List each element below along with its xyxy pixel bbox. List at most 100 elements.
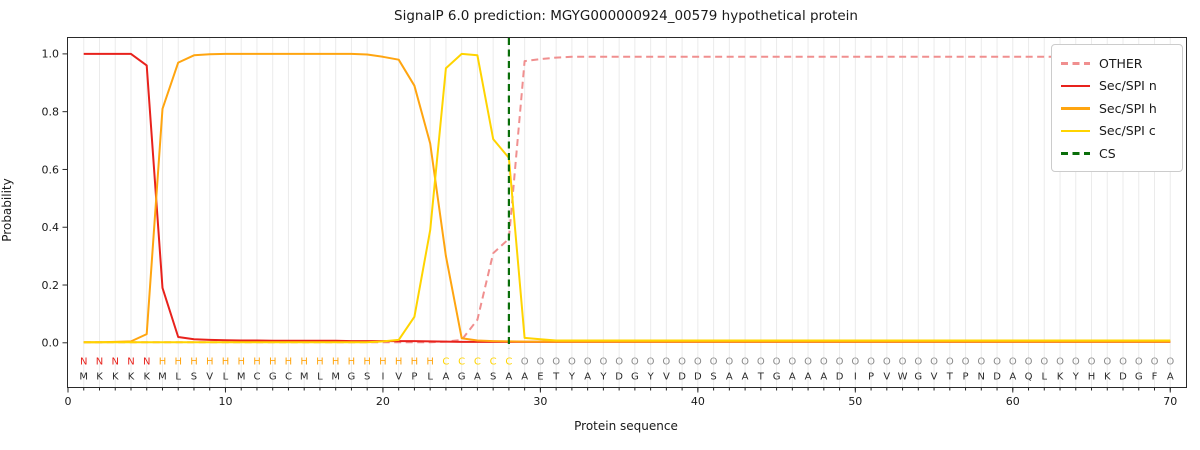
- region-label-letter: O: [1072, 356, 1080, 367]
- sequence-letter: A: [742, 372, 749, 383]
- sequence-letter: K: [143, 372, 150, 383]
- other-line-sample: [1061, 62, 1090, 65]
- region-label-letter: O: [1151, 356, 1159, 367]
- sequence-letter: A: [505, 372, 512, 383]
- sequence-letter: M: [237, 372, 246, 383]
- sequence-letter: K: [1057, 372, 1064, 383]
- sec-spi-n-line-sample: [1061, 84, 1090, 87]
- sequence-letter: K: [1104, 372, 1111, 383]
- sequence-letter: Y: [599, 372, 607, 383]
- region-label-letter: H: [300, 356, 308, 367]
- region-label-letter: O: [521, 356, 529, 367]
- region-label-letter: O: [710, 356, 718, 367]
- region-label-letter: H: [174, 356, 182, 367]
- legend-item-sec-spi-n: Sec/SPI n: [1061, 75, 1173, 98]
- region-label-letter: O: [631, 356, 639, 367]
- x-tick-label: 70: [1163, 395, 1177, 408]
- region-label-letter: O: [647, 356, 655, 367]
- sequence-letter: A: [584, 372, 591, 383]
- region-label-letter: O: [993, 356, 1001, 367]
- region-label-letter: H: [332, 356, 340, 367]
- sequence-letter: W: [898, 372, 908, 383]
- sequence-letter: V: [663, 372, 670, 383]
- region-label-letter: O: [552, 356, 560, 367]
- sequence-letter: A: [820, 372, 827, 383]
- sequence-letter: F: [1152, 372, 1158, 383]
- sequence-letter: L: [175, 372, 181, 383]
- sequence-letter: E: [537, 372, 543, 383]
- legend-label: Sec/SPI h: [1099, 100, 1157, 116]
- region-label-letter: H: [363, 356, 371, 367]
- region-label-letter: O: [788, 356, 796, 367]
- sequence-letter: M: [79, 372, 88, 383]
- sequence-letter: V: [931, 372, 938, 383]
- sequence-letter: D: [836, 372, 844, 383]
- region-label-letter: O: [1025, 356, 1033, 367]
- region-label-letter: H: [269, 356, 277, 367]
- sequence-letter: C: [253, 372, 260, 383]
- region-label-letter: O: [867, 356, 875, 367]
- sequence-letter: D: [694, 372, 702, 383]
- sequence-letter: S: [191, 372, 197, 383]
- x-tick-label: 50: [848, 395, 862, 408]
- sequence-letter: T: [552, 372, 560, 383]
- sequence-letter: A: [726, 372, 733, 383]
- sequence-letter: K: [112, 372, 119, 383]
- sequence-letter: A: [474, 372, 481, 383]
- sequence-letter: G: [773, 372, 781, 383]
- x-tick-label: 40: [691, 395, 705, 408]
- sequence-letter: K: [128, 372, 135, 383]
- region-label-letter: O: [1056, 356, 1064, 367]
- region-label-letter: H: [379, 356, 387, 367]
- sequence-letter: A: [442, 372, 449, 383]
- legend-label: CS: [1099, 145, 1116, 161]
- legend-label: Sec/SPI n: [1099, 78, 1157, 94]
- sequence-letter: D: [615, 372, 623, 383]
- chart-title: SignalP 6.0 prediction: MGYG000000924_00…: [394, 8, 858, 24]
- sequence-letter: P: [868, 372, 874, 383]
- region-label-letter: O: [946, 356, 954, 367]
- cs-line-sample: [1061, 152, 1090, 155]
- region-label-letter: O: [930, 356, 938, 367]
- region-label-letter: H: [348, 356, 356, 367]
- region-label-letter: O: [1040, 356, 1048, 367]
- y-tick-label: 0.4: [42, 221, 60, 234]
- region-label-letter: C: [505, 356, 512, 367]
- sequence-letter: A: [1167, 372, 1174, 383]
- y-tick-label: 1.0: [42, 48, 60, 61]
- region-label-letter: O: [725, 356, 733, 367]
- region-label-letter: N: [127, 356, 134, 367]
- region-label-letter: O: [584, 356, 592, 367]
- sequence-letter: V: [883, 372, 890, 383]
- sequence-letter: G: [1135, 372, 1143, 383]
- region-label-letter: O: [694, 356, 702, 367]
- region-label-letter: O: [1088, 356, 1096, 367]
- y-tick-label: 0.0: [42, 337, 60, 350]
- sequence-letter: A: [521, 372, 528, 383]
- sequence-letter: T: [757, 372, 765, 383]
- region-label-letter: N: [80, 356, 87, 367]
- sequence-letter: K: [96, 372, 103, 383]
- sequence-letter: D: [678, 372, 686, 383]
- sequence-letter: G: [914, 372, 922, 383]
- series-other: [83, 55, 1171, 344]
- sequence-letter: V: [206, 372, 213, 383]
- region-label-letter: O: [883, 356, 891, 367]
- region-label-letter: H: [237, 356, 245, 367]
- region-label-letter: O: [1166, 356, 1174, 367]
- region-label-letter: C: [474, 356, 481, 367]
- sequence-letter: L: [1041, 372, 1047, 383]
- legend-label: OTHER: [1099, 55, 1143, 71]
- plot-area: 0 10 20 30 40 50 60 70 0.0 0.2 0.4 0.6 0.8 1.0 N N N N N H H…: [42, 37, 1187, 408]
- sequence-letter: Y: [647, 372, 655, 383]
- y-tick-label: 0.2: [42, 279, 60, 292]
- region-label-letter: O: [662, 356, 670, 367]
- region-label-letter: O: [804, 356, 812, 367]
- sequence-letter: D: [1119, 372, 1127, 383]
- x-axis-label: Protein sequence: [574, 419, 678, 433]
- sequence-letter: P: [411, 372, 417, 383]
- region-label-letter: O: [678, 356, 686, 367]
- sec-spi-h-line-sample: [1061, 107, 1090, 110]
- sequence-letter: T: [946, 372, 954, 383]
